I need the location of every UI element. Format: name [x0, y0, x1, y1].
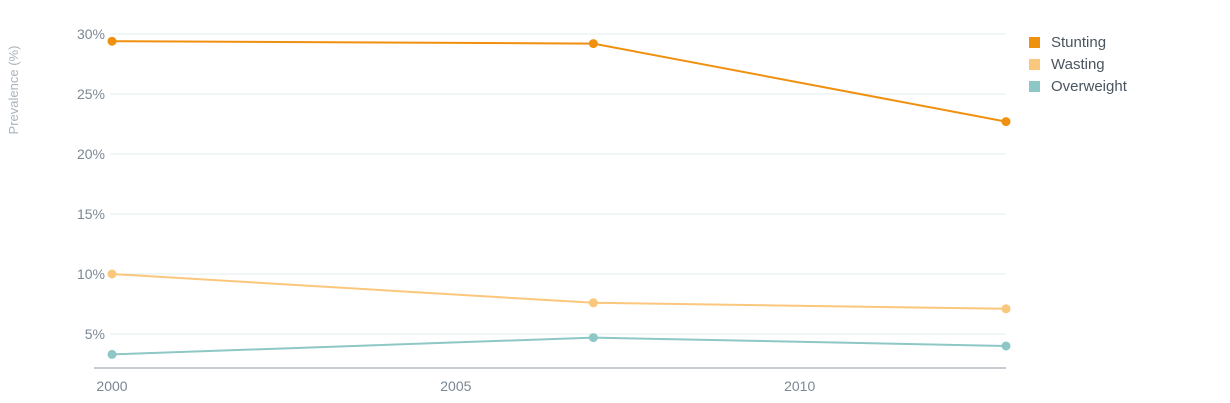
data-point-stunting[interactable]: [107, 36, 117, 46]
data-point-stunting[interactable]: [588, 39, 598, 49]
data-point-overweight[interactable]: [1001, 341, 1011, 351]
y-tick-label: 5%: [85, 326, 105, 342]
y-tick-label: 30%: [77, 26, 105, 42]
series: [107, 36, 1011, 359]
series-line-wasting: [111, 273, 1007, 310]
data-point-wasting[interactable]: [1001, 304, 1011, 314]
y-tick-label: 15%: [77, 206, 105, 222]
grid: [110, 33, 1006, 335]
series-line-stunting: [111, 40, 1007, 123]
legend-label[interactable]: Overweight: [1051, 78, 1128, 95]
legend-swatch: [1029, 37, 1040, 48]
legend-swatch: [1029, 59, 1040, 70]
x-tick-label: 2005: [440, 378, 471, 394]
legend-label[interactable]: Wasting: [1051, 56, 1105, 73]
legend-label[interactable]: Stunting: [1051, 34, 1106, 51]
data-point-stunting[interactable]: [1001, 117, 1011, 127]
x-tick-label: 2000: [96, 378, 127, 394]
legend-swatch: [1029, 81, 1040, 92]
series-line-overweight: [111, 336, 1007, 356]
y-tick-label: 25%: [77, 86, 105, 102]
data-point-overweight[interactable]: [588, 333, 598, 343]
data-point-wasting[interactable]: [107, 269, 117, 279]
x-tick-label: 2010: [784, 378, 815, 394]
data-point-overweight[interactable]: [107, 349, 117, 359]
axes: 5% 10% 15% 20% 25% 30% 2000 2005 2010: [77, 26, 1006, 394]
data-point-wasting[interactable]: [588, 298, 598, 308]
y-tick-label: 20%: [77, 146, 105, 162]
y-tick-label: 10%: [77, 266, 105, 282]
y-axis-title: Prevalence (%): [6, 46, 21, 135]
legend: Stunting Wasting Overweight: [1029, 34, 1128, 95]
